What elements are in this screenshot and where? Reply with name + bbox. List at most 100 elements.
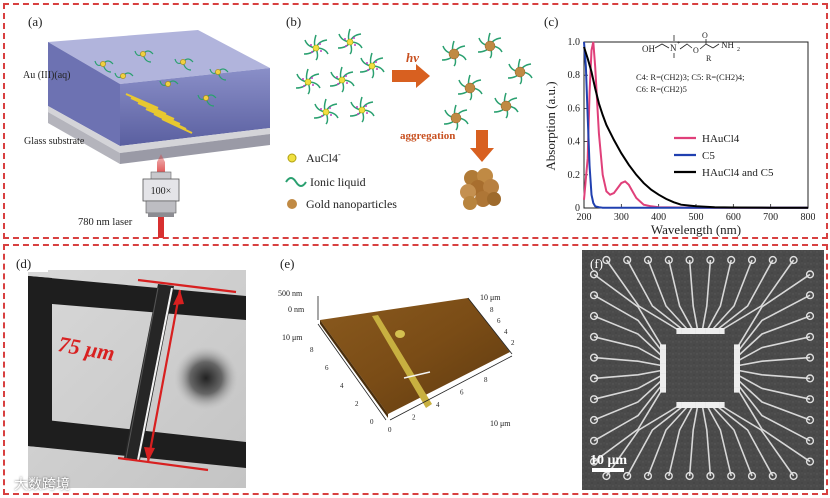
series-line-2 [583,46,809,209]
y-tick-label: 0.8 [568,70,581,81]
afm-y-tick: 6 [325,364,329,372]
gold-wire [137,287,173,461]
right-axis-unit: 10 μm [480,293,501,302]
svg-text:NH: NH [721,40,734,50]
panel-f-sem: 10 μm (f) [582,250,824,490]
plot-frame [583,41,809,209]
panel-e-afm: (e) 500 nm 0 nm 10 μm 10 μm 10 μm 024688… [278,256,515,434]
x-axis-label: Wavelength (nm) [651,222,741,237]
glass-front [48,112,120,164]
bottom-panel-frame [3,244,828,495]
afm-x-tick: 6 [460,389,464,397]
structure-caption-1: C4: R=(CH2)3; C5: R=(CH2)4; [636,72,745,82]
legend-aucl4-label: AuCl4- [306,150,341,165]
gold-microstructure [125,93,193,134]
panel-f-label: (f) [590,256,603,271]
afm-surface [320,298,510,414]
svg-text:N: N [670,43,677,53]
hv-arrow [392,64,430,88]
ionic-liquid-cluster-left [295,28,385,125]
dark-feature [174,346,238,410]
substrate-label: Glass substrate [24,136,85,147]
legend-aucl4-icon [287,153,297,163]
afm-right-tick: 8 [490,306,494,314]
afm-y-tick: 4 [340,382,344,390]
afm-y-tick: 2 [355,400,359,408]
panel-b-figure: (b) hν aggregation AuCl4- Ionic liquid G… [285,14,533,211]
x-tick-label: 300 [614,212,629,223]
gap-channel [124,284,174,460]
y-tick-label: 0.6 [568,103,581,114]
y-axis-label: Absorption (a.u.) [543,81,558,170]
z-label-bottom: 0 nm [288,305,305,314]
y-axis-unit: 10 μm [282,333,303,342]
y-tick-label: 1.0 [568,37,581,48]
structure-caption-2: C6: R=(CH2)5 [636,84,687,94]
top-electrode [28,276,246,320]
panel-e-label: (e) [280,256,294,271]
legend-ionic-liquid-label: Ionic liquid [310,175,366,189]
svg-text:O: O [693,46,699,55]
laser-beam-lower [158,216,164,238]
afm-x-tick: 0 [388,426,392,434]
legend-label-0: HAuCl4 [702,133,740,145]
svg-text:2: 2 [737,47,740,53]
legend-label-1: C5 [702,150,715,162]
series-line-1 [583,41,808,209]
afm-bump [395,330,405,338]
laser-label: 780 nm laser [78,217,133,228]
x-tick-label: 700 [763,212,778,223]
objective-label: 100× [151,186,172,197]
panel-a-figure: (a) 100× Au (III)(aq) Glass substrate 78… [23,14,270,238]
hv-label: hν [406,50,419,65]
scale-bar-label: 10 μm [590,453,627,468]
left-electrode [28,276,52,448]
top-panel-frame [3,3,828,239]
afm-x-tick: 2 [412,414,416,422]
legend-label-2: HAuCl4 and C5 [702,167,774,179]
panel-c-label: (c) [544,14,558,29]
afm-profile-line [403,371,431,379]
x-axis-unit: 10 μm [490,419,511,428]
solution-label: Au (III)(aq) [23,70,70,81]
aggregation-arrow [470,130,494,162]
molecular-structure: OH N + O O R NH 2 [642,31,740,63]
panel-c-chart: (c) OH N + O O R NH 2 C4: R=(CH2)3; C5: … [543,14,816,237]
x-tick-label: 800 [801,212,816,223]
liquid-front [48,42,120,146]
legend-ionic-liquid-icon [285,177,307,187]
x-tick-label: 400 [651,212,666,223]
svg-text:+: + [677,41,681,47]
glass-top [48,106,270,153]
svg-text:R: R [706,54,712,63]
measurement-indicator [117,278,237,472]
aggregation-label: aggregation [400,130,455,142]
chart-legend: HAuCl4 C5 HAuCl4 and C5 [674,133,774,179]
afm-nanowire [372,315,432,408]
x-tick-label: 500 [689,212,704,223]
legend-gold-np-label: Gold nanoparticles [306,197,397,211]
liquid-side [120,68,270,146]
afm-x-tick: 4 [436,401,440,409]
panel-a-label: (a) [28,14,42,29]
aucl4-ions [100,51,221,101]
liquid-top [48,30,270,84]
panel-b-label: (b) [286,14,301,29]
y-tick-label: 0.4 [568,137,581,148]
gold-aggregate [460,168,501,210]
afm-x-tick: 8 [484,376,488,384]
panel-d-micrograph: 75 μm (d) [8,250,246,488]
afm-right-tick: 2 [511,339,515,347]
series-line-0 [583,41,808,209]
objective-collar [148,213,174,217]
x-tick-label: 200 [577,212,592,223]
panel-d-label: (d) [16,256,31,271]
svg-text:OH: OH [642,44,655,54]
y-tick-label: 0.2 [568,170,581,181]
sem-electrode-leads [589,255,815,481]
afm-right-tick: 4 [504,328,508,336]
y-tick-label: 0 [575,203,580,214]
svg-text:O: O [702,31,708,40]
x-tick-label: 600 [726,212,741,223]
afm-y-tick: 0 [370,418,374,426]
